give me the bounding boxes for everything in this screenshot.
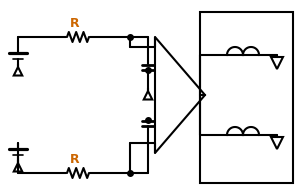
- Text: R: R: [70, 153, 80, 166]
- Text: R: R: [70, 17, 80, 30]
